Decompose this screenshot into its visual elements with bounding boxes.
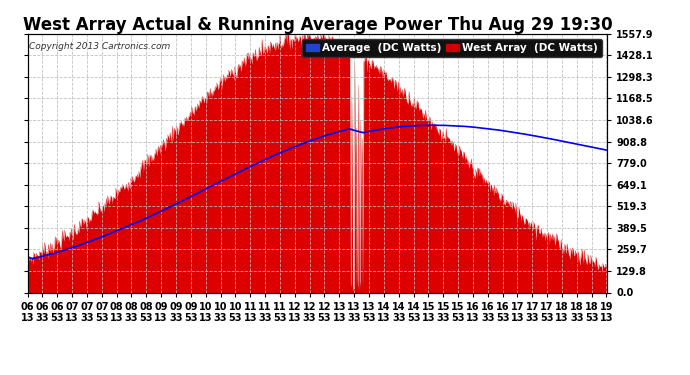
Text: Copyright 2013 Cartronics.com: Copyright 2013 Cartronics.com (29, 42, 170, 51)
Legend: Average  (DC Watts), West Array  (DC Watts): Average (DC Watts), West Array (DC Watts… (302, 39, 602, 57)
Title: West Array Actual & Running Average Power Thu Aug 29 19:30: West Array Actual & Running Average Powe… (23, 16, 612, 34)
